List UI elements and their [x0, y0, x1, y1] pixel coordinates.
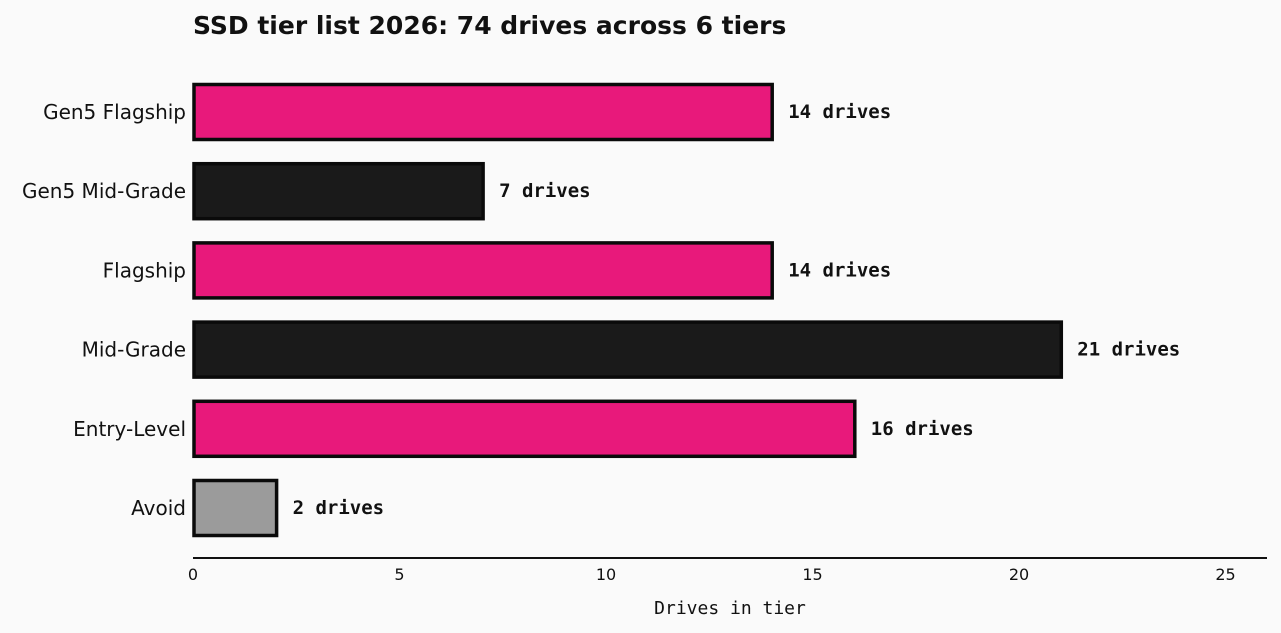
value-label-gen5-mid-grade: 7 drives [499, 180, 591, 202]
category-label-avoid: Avoid [131, 496, 186, 520]
x-axis-title: Drives in tier [654, 598, 806, 619]
category-label-flagship: Flagship [103, 258, 186, 282]
value-label-mid-grade: 21 drives [1077, 339, 1180, 361]
chart-title: SSD tier list 2026: 74 drives across 6 t… [193, 11, 786, 40]
bar-avoid [192, 478, 279, 538]
bar-gen5-flagship [192, 82, 774, 142]
category-label-gen5-mid-grade: Gen5 Mid-Grade [22, 179, 186, 203]
bar-gen5-mid-grade [192, 161, 485, 221]
category-label-mid-grade: Mid-Grade [82, 338, 186, 362]
x-tick-label-15: 15 [802, 565, 822, 584]
category-label-gen5-flagship: Gen5 Flagship [43, 100, 186, 124]
value-label-flagship: 14 drives [788, 259, 891, 281]
x-axis-ticks: 0 5 10 15 20 25 [188, 565, 1236, 584]
value-label-entry-level: 16 drives [871, 418, 974, 440]
x-tick-label-25: 25 [1215, 565, 1235, 584]
category-label-entry-level: Entry-Level [73, 417, 186, 441]
value-label-avoid: 2 drives [293, 497, 385, 519]
value-labels: 14 drives 7 drives 14 drives 21 drives 16 dr… [293, 101, 1181, 519]
x-tick-label-20: 20 [1009, 565, 1029, 584]
bar-mid-grade [192, 320, 1064, 379]
x-tick-label-5: 5 [394, 565, 404, 584]
x-tick-label-10: 10 [596, 565, 616, 584]
x-tick-label-0: 0 [188, 565, 198, 584]
bars-group [192, 82, 1064, 538]
value-label-gen5-flagship: 14 drives [788, 101, 891, 123]
bar-flagship [192, 241, 774, 300]
category-labels: Gen5 Flagship Gen5 Mid-Grade Flagship Mid-G… [22, 100, 186, 520]
bar-entry-level [192, 399, 857, 459]
